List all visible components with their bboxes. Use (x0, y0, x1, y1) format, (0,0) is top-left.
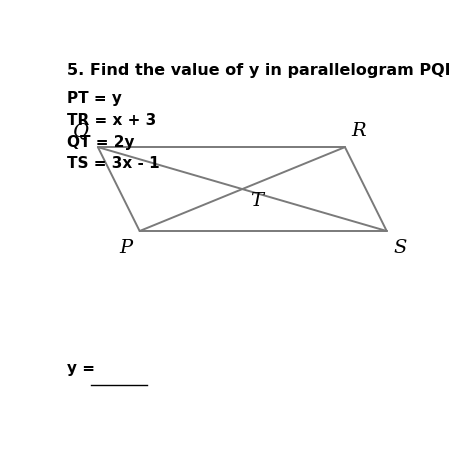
Text: TR = x + 3: TR = x + 3 (66, 113, 156, 128)
Text: 5. Find the value of y in parallelogram PQRS.: 5. Find the value of y in parallelogram … (66, 63, 449, 78)
Text: QT = 2y: QT = 2y (66, 134, 134, 149)
Text: Q: Q (72, 123, 88, 140)
Text: TS = 3x - 1: TS = 3x - 1 (66, 156, 159, 171)
Text: S: S (394, 240, 407, 257)
Text: T: T (250, 192, 263, 210)
Text: y =: y = (66, 361, 100, 376)
Text: PT = y: PT = y (66, 91, 121, 106)
Text: R: R (352, 123, 366, 140)
Text: P: P (119, 240, 132, 257)
